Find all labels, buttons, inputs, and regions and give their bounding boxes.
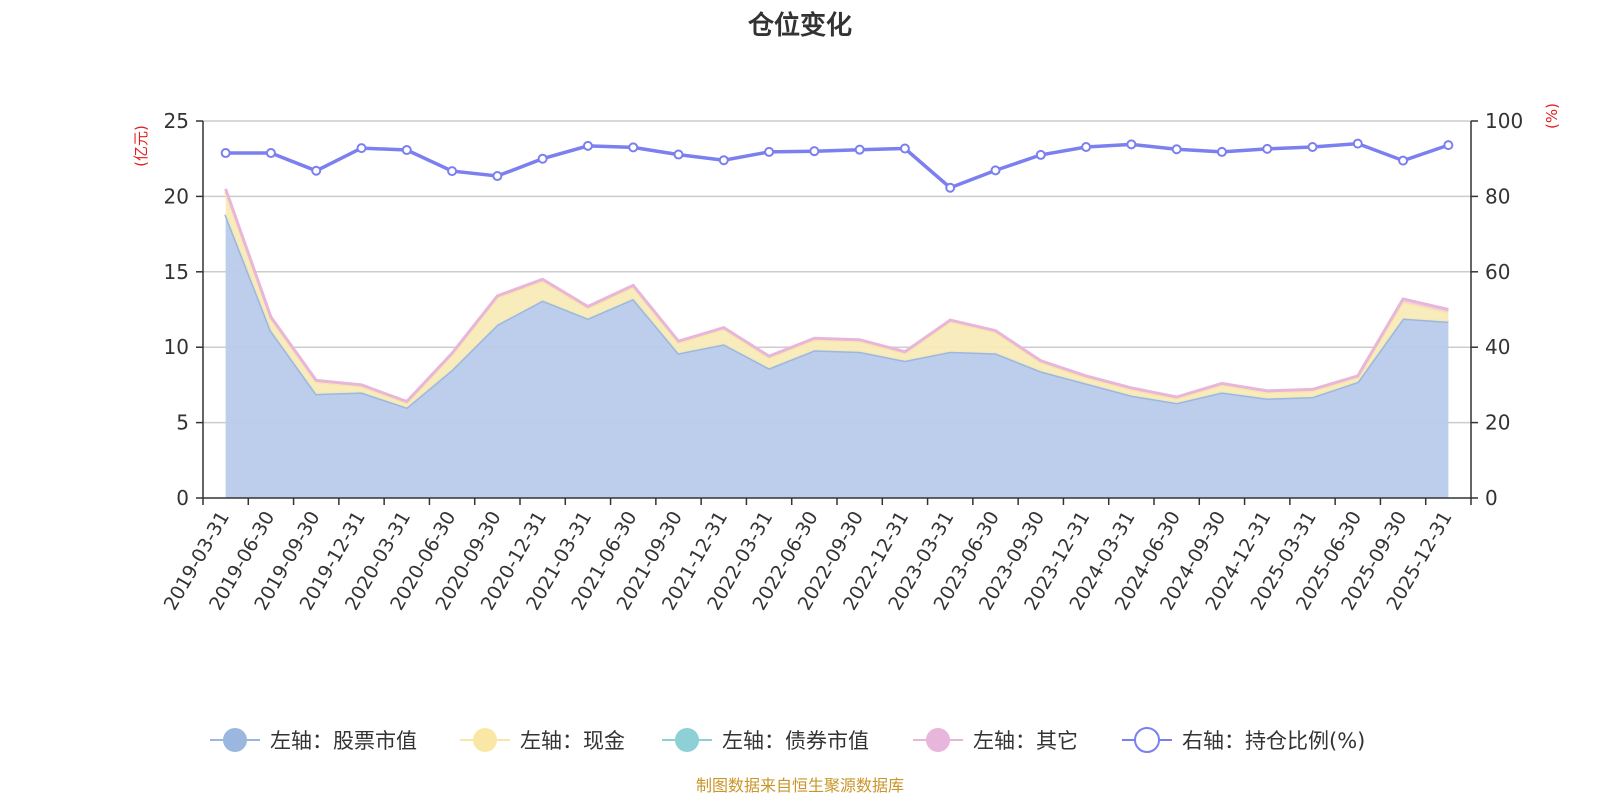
ratio-point [628, 142, 639, 153]
ratio-point [1398, 155, 1409, 166]
right-tick-label: 80 [1485, 184, 1510, 208]
ratio-point [356, 143, 367, 154]
left-tick-label: 10 [164, 335, 189, 359]
right-tick-label: 40 [1485, 335, 1510, 359]
right-tick-label: 100 [1485, 109, 1523, 133]
source-note: 制图数据来自恒生聚源数据库 [696, 776, 904, 795]
ratio-point [1171, 144, 1182, 155]
position-ratio-series [220, 138, 1454, 193]
area-左轴：股票市值 [225, 214, 1449, 498]
ratio-point [899, 143, 910, 154]
ratio-point [1443, 140, 1454, 151]
left-tick-label: 25 [164, 109, 189, 133]
right-tick-label: 0 [1485, 486, 1498, 510]
ratio-line [225, 141, 1449, 190]
ratio-point [537, 153, 548, 164]
ratio-point [1307, 142, 1318, 153]
legend-label: 左轴：债券市值 [722, 729, 869, 753]
ratio-point [1035, 149, 1046, 160]
ratio-point [990, 165, 1001, 176]
right-axis-unit: (%) [1543, 103, 1561, 129]
legend-marker [675, 728, 699, 752]
ratio-point [673, 149, 684, 160]
legend-marker [926, 728, 950, 752]
ratio-point [447, 166, 458, 177]
stacked-areas [224, 188, 1449, 498]
legend: 左轴：股票市值 左轴：现金 左轴：债券市值 左轴：其它 右轴：持仓比例(%) [210, 727, 1365, 753]
left-tick-label: 0 [176, 486, 189, 510]
ratio-point [764, 146, 775, 157]
ratio-point [401, 145, 412, 156]
ratio-point [1081, 142, 1092, 153]
ratio-point [1352, 138, 1363, 149]
area-line-左轴：其它 [224, 188, 1449, 404]
ratio-point [265, 148, 276, 159]
ratio-point [1262, 143, 1273, 154]
left-tick-label: 15 [164, 260, 189, 284]
legend-marker [473, 728, 497, 752]
left-axis-unit: (亿元) [132, 125, 150, 167]
ratio-point [220, 148, 231, 159]
right-tick-label: 60 [1485, 260, 1510, 284]
legend-marker [1134, 727, 1160, 753]
left-tick-label: 20 [164, 184, 189, 208]
chart-title: 仓位变化 [747, 10, 852, 41]
legend-label: 左轴：其它 [973, 729, 1078, 753]
ratio-point [809, 146, 820, 157]
ratio-point [854, 144, 865, 155]
right-tick-label: 20 [1485, 411, 1510, 435]
left-tick-label: 5 [176, 411, 189, 435]
ratio-point [1216, 146, 1227, 157]
legend-label: 左轴：现金 [520, 729, 625, 753]
ratio-point [492, 171, 503, 182]
ratio-point [582, 140, 593, 151]
legend-marker [223, 728, 247, 752]
legend-label: 左轴：股票市值 [270, 729, 417, 753]
ratio-point [311, 165, 322, 176]
legend-label: 右轴：持仓比例(%) [1182, 729, 1365, 753]
ratio-point [1126, 139, 1137, 150]
ratio-point [945, 182, 956, 193]
ratio-point [718, 155, 729, 166]
